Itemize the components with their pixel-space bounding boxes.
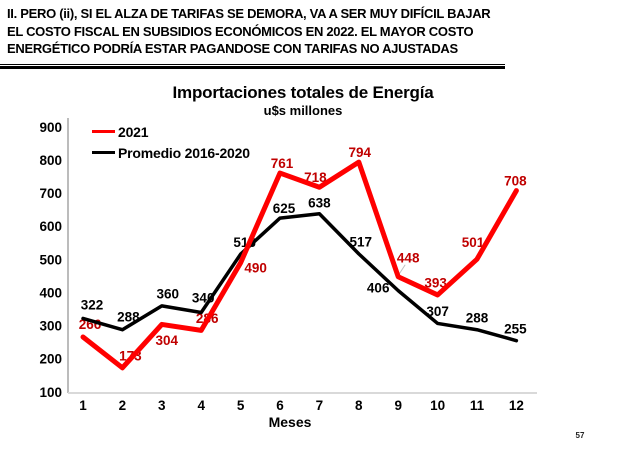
data-label-2021: 304 (156, 333, 179, 348)
label-leader-line (398, 264, 406, 275)
data-label-2021: 501 (462, 235, 485, 250)
legend-item-2021: 2021 (92, 121, 250, 142)
legend-label: Promedio 2016-2020 (118, 144, 250, 161)
x-tick-label: 10 (430, 398, 445, 413)
y-tick-label: 900 (39, 120, 62, 135)
x-tick-label: 1 (79, 398, 87, 413)
y-tick-label: 500 (39, 252, 62, 267)
data-label-promedio-2016-2020: 360 (157, 287, 180, 302)
y-tick-label: 200 (39, 352, 62, 367)
x-tick-label: 3 (158, 398, 166, 413)
chart-legend: 2021 Promedio 2016-2020 (92, 121, 250, 163)
header-line-2: EL COSTO FISCAL EN SUBSIDIOS ECONÓMICOS … (7, 23, 474, 39)
x-axis-title: Meses (269, 414, 312, 430)
y-tick-label: 100 (39, 385, 62, 400)
header-text: II. PERO (ii), SI EL ALZA DE TARIFAS SE … (7, 5, 619, 58)
legend-label: 2021 (118, 123, 149, 140)
y-tick-label: 300 (39, 319, 62, 334)
y-tick-label: 400 (39, 285, 62, 300)
data-label-promedio-2016-2020: 307 (426, 304, 449, 319)
data-label-promedio-2016-2020: 406 (367, 280, 390, 295)
x-tick-label: 2 (119, 398, 127, 413)
data-label-promedio-2016-2020: 255 (504, 321, 527, 336)
y-tick-label: 600 (39, 219, 62, 234)
x-tick-label: 4 (197, 398, 205, 413)
data-label-promedio-2016-2020: 638 (308, 196, 331, 211)
y-tick-label: 700 (39, 186, 62, 201)
x-tick-label: 8 (355, 398, 363, 413)
y-tick-label: 800 (39, 153, 62, 168)
x-tick-label: 6 (276, 398, 284, 413)
divider-rule (0, 64, 505, 70)
x-tick-label: 7 (316, 398, 324, 413)
data-label-promedio-2016-2020: 288 (466, 311, 489, 326)
data-label-2021: 708 (504, 173, 527, 188)
data-label-2021: 393 (424, 276, 447, 291)
page-number: 57 (575, 431, 585, 440)
header-line-3: ENERGÉTICO PODRÍA ESTAR PAGANDOSE CON TA… (7, 41, 458, 56)
data-label-promedio-2016-2020: 322 (81, 297, 104, 312)
header-line-1: II. PERO (ii), SI EL ALZA DE TARIFAS SE … (7, 6, 491, 21)
data-label-2021: 761 (271, 156, 294, 171)
series-line-promedio-2016-2020 (81, 212, 519, 343)
x-tick-label: 9 (394, 398, 402, 413)
legend-line-swatch-icon (92, 150, 115, 155)
legend-line-swatch-icon (92, 129, 115, 134)
data-label-2021: 448 (397, 251, 420, 266)
x-tick-label: 11 (470, 398, 485, 413)
series-line-2021 (80, 159, 519, 371)
data-label-2021: 794 (349, 145, 372, 160)
legend-item-promedio: Promedio 2016-2020 (92, 142, 250, 163)
chart-subtitle: u$s millones (263, 103, 343, 118)
x-tick-label: 12 (509, 398, 524, 413)
x-tick-label: 5 (237, 398, 245, 413)
data-label-2021: 490 (244, 261, 267, 276)
data-label-promedio-2016-2020: 517 (350, 235, 373, 250)
data-label-promedio-2016-2020: 625 (273, 201, 296, 216)
chart-title: Importaciones totales de Energía (172, 83, 434, 102)
